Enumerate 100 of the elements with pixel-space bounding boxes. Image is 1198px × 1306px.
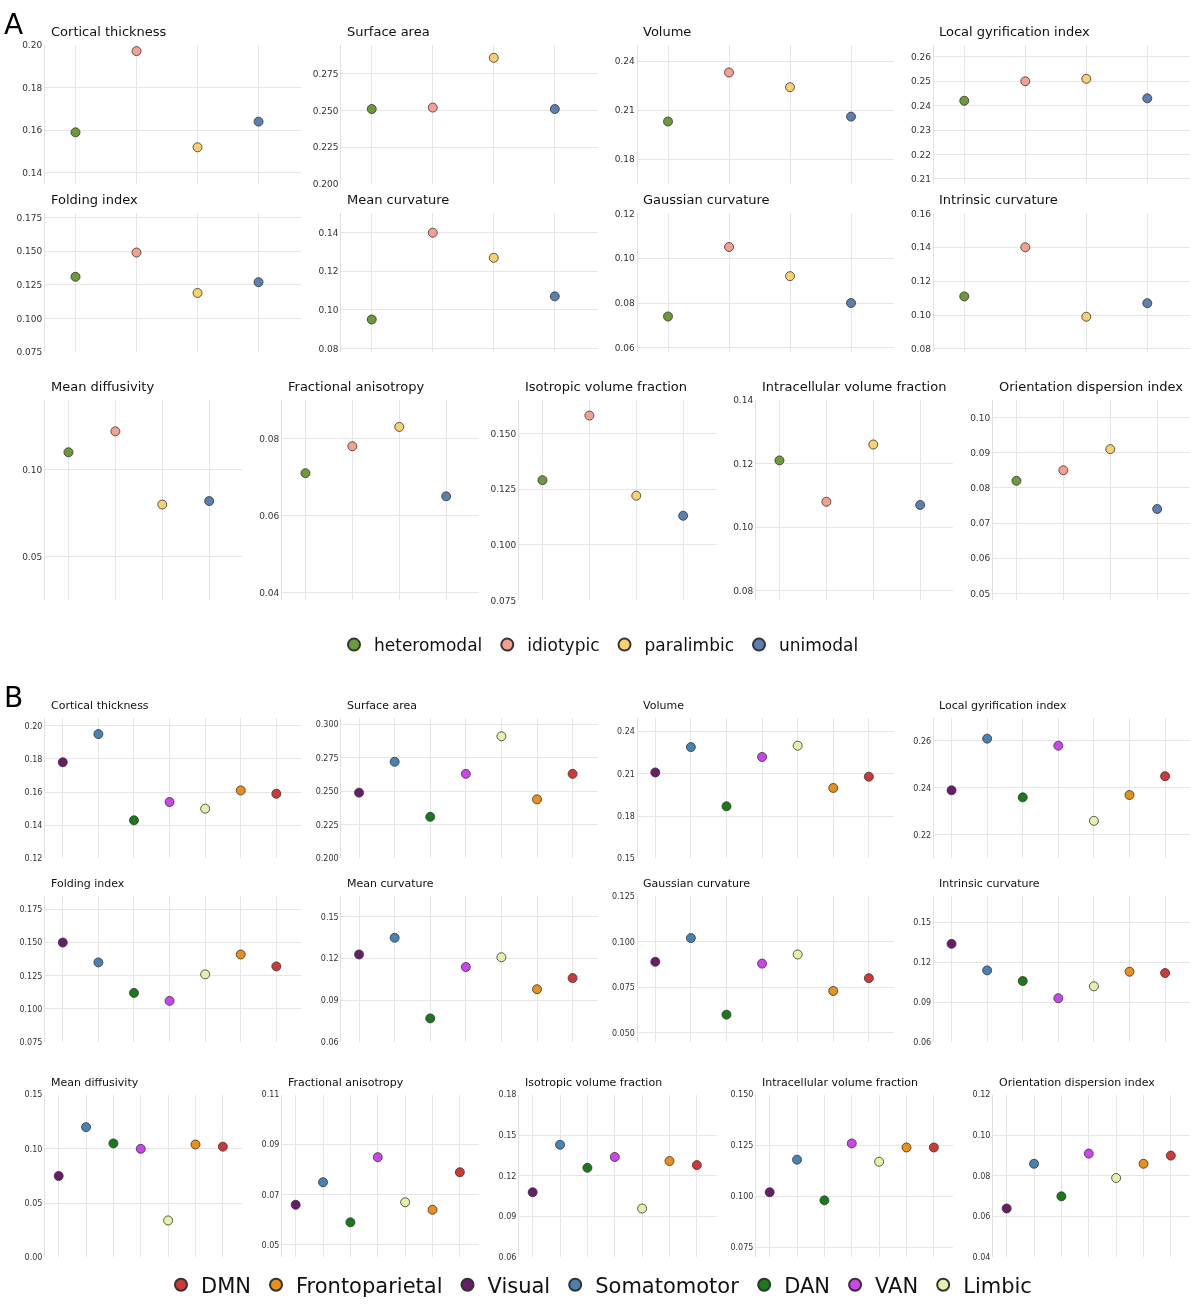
point <box>318 1177 328 1188</box>
chart-title: Gaussian curvature <box>643 192 770 207</box>
y-tick-label: 0.06 <box>498 1253 517 1263</box>
y-tick-label: 0.14 <box>910 242 932 253</box>
y-tick-label: 0.08 <box>970 483 991 494</box>
point <box>1001 1203 1012 1214</box>
chart-title: Surface area <box>347 699 417 712</box>
point <box>792 740 803 751</box>
y-tick-label: 0.24 <box>617 727 635 737</box>
point <box>1053 993 1064 1004</box>
y-tick-label: 0.07 <box>970 518 991 529</box>
point <box>157 499 168 510</box>
legend-label: unimodal <box>779 635 859 656</box>
y-tick-label: 0.22 <box>910 149 931 160</box>
y-tick-label: 0.250 <box>315 787 339 797</box>
point <box>488 52 499 63</box>
point <box>53 1171 64 1181</box>
y-tick-label: 0.225 <box>312 142 339 153</box>
point <box>427 1204 438 1215</box>
y-tick-label: 0.26 <box>913 736 932 746</box>
y-tick-label: 0.15 <box>24 1090 43 1100</box>
y-tick-label: 0.05 <box>24 1198 43 1208</box>
y-tick-label: 0.12 <box>498 1171 517 1181</box>
point <box>946 785 957 796</box>
point <box>1056 1191 1067 1202</box>
y-tick-label: 0.10 <box>910 310 932 321</box>
point <box>164 797 175 807</box>
point <box>163 1215 174 1226</box>
point <box>685 933 696 943</box>
point <box>454 1167 465 1178</box>
y-tick-label: 0.14 <box>24 821 43 831</box>
point <box>584 410 595 421</box>
chart-title: Local gyrification index <box>939 699 1067 712</box>
point <box>57 937 68 948</box>
point <box>828 986 839 996</box>
point <box>372 1152 383 1163</box>
legend-label: Visual <box>487 1273 551 1298</box>
point <box>863 973 874 984</box>
point <box>874 1156 885 1167</box>
point <box>757 752 767 762</box>
y-tick-label: 0.12 <box>733 458 754 469</box>
y-tick-label: 0.100 <box>19 1004 43 1014</box>
point <box>164 995 175 1006</box>
legend-label: Somatomotor <box>595 1273 740 1298</box>
chart-title: Surface area <box>347 24 430 39</box>
point <box>131 247 142 258</box>
point <box>460 962 471 972</box>
chart-title: Intrinsic curvature <box>939 877 1040 890</box>
y-tick-label: 0.09 <box>498 1212 517 1222</box>
point <box>1029 1158 1039 1169</box>
point <box>366 314 377 325</box>
y-tick-label: 0.08 <box>614 298 635 309</box>
y-tick-label: 0.275 <box>312 69 339 80</box>
y-tick-label: 0.21 <box>614 105 635 116</box>
point <box>549 291 560 302</box>
point <box>637 1203 648 1214</box>
y-tick-label: 0.08 <box>259 433 280 444</box>
point <box>200 803 211 814</box>
y-tick-label: 0.06 <box>972 1212 991 1222</box>
y-tick-label: 0.21 <box>910 173 931 184</box>
legend-label: paralimbic <box>644 635 734 656</box>
point <box>192 288 203 298</box>
point <box>532 794 542 805</box>
y-tick-label: 0.14 <box>733 395 754 406</box>
point <box>496 731 507 742</box>
point <box>724 242 734 252</box>
chart-title: Folding index <box>51 192 138 207</box>
point <box>108 1138 119 1149</box>
y-tick-label: 0.16 <box>22 125 43 136</box>
point <box>650 767 661 778</box>
point <box>271 961 282 972</box>
point <box>394 422 405 432</box>
y-tick-label: 0.125 <box>611 891 635 901</box>
y-tick-label: 0.18 <box>22 82 43 93</box>
y-tick-label: 0.06 <box>913 1037 932 1047</box>
y-tick-label: 0.275 <box>315 753 339 763</box>
y-tick-label: 0.11 <box>261 1090 280 1100</box>
y-tick-label: 0.075 <box>19 1037 43 1047</box>
point <box>915 500 926 510</box>
y-tick-label: 0.24 <box>614 56 635 67</box>
y-tick-label: 0.18 <box>617 811 635 821</box>
point <box>271 788 282 799</box>
y-tick-label: 0.09 <box>320 996 339 1006</box>
y-tick-label: 0.150 <box>730 1090 754 1100</box>
point <box>1083 1148 1094 1159</box>
point <box>131 46 142 56</box>
chart-title: Volume <box>643 24 692 39</box>
y-tick-label: 0.12 <box>320 954 339 964</box>
y-tick-label: 0.20 <box>24 721 43 731</box>
y-tick-label: 0.175 <box>19 905 43 915</box>
point <box>691 1160 702 1171</box>
y-tick-label: 0.06 <box>614 342 635 353</box>
y-tick-label: 0.10 <box>970 412 991 423</box>
y-tick-label: 0.225 <box>315 820 339 830</box>
y-tick-label: 0.200 <box>315 854 339 864</box>
y-tick-label: 0.23 <box>910 125 931 136</box>
legend-label: DMN <box>201 1273 251 1298</box>
point <box>427 227 438 238</box>
y-tick-label: 0.07 <box>261 1190 280 1200</box>
point <box>354 949 364 960</box>
